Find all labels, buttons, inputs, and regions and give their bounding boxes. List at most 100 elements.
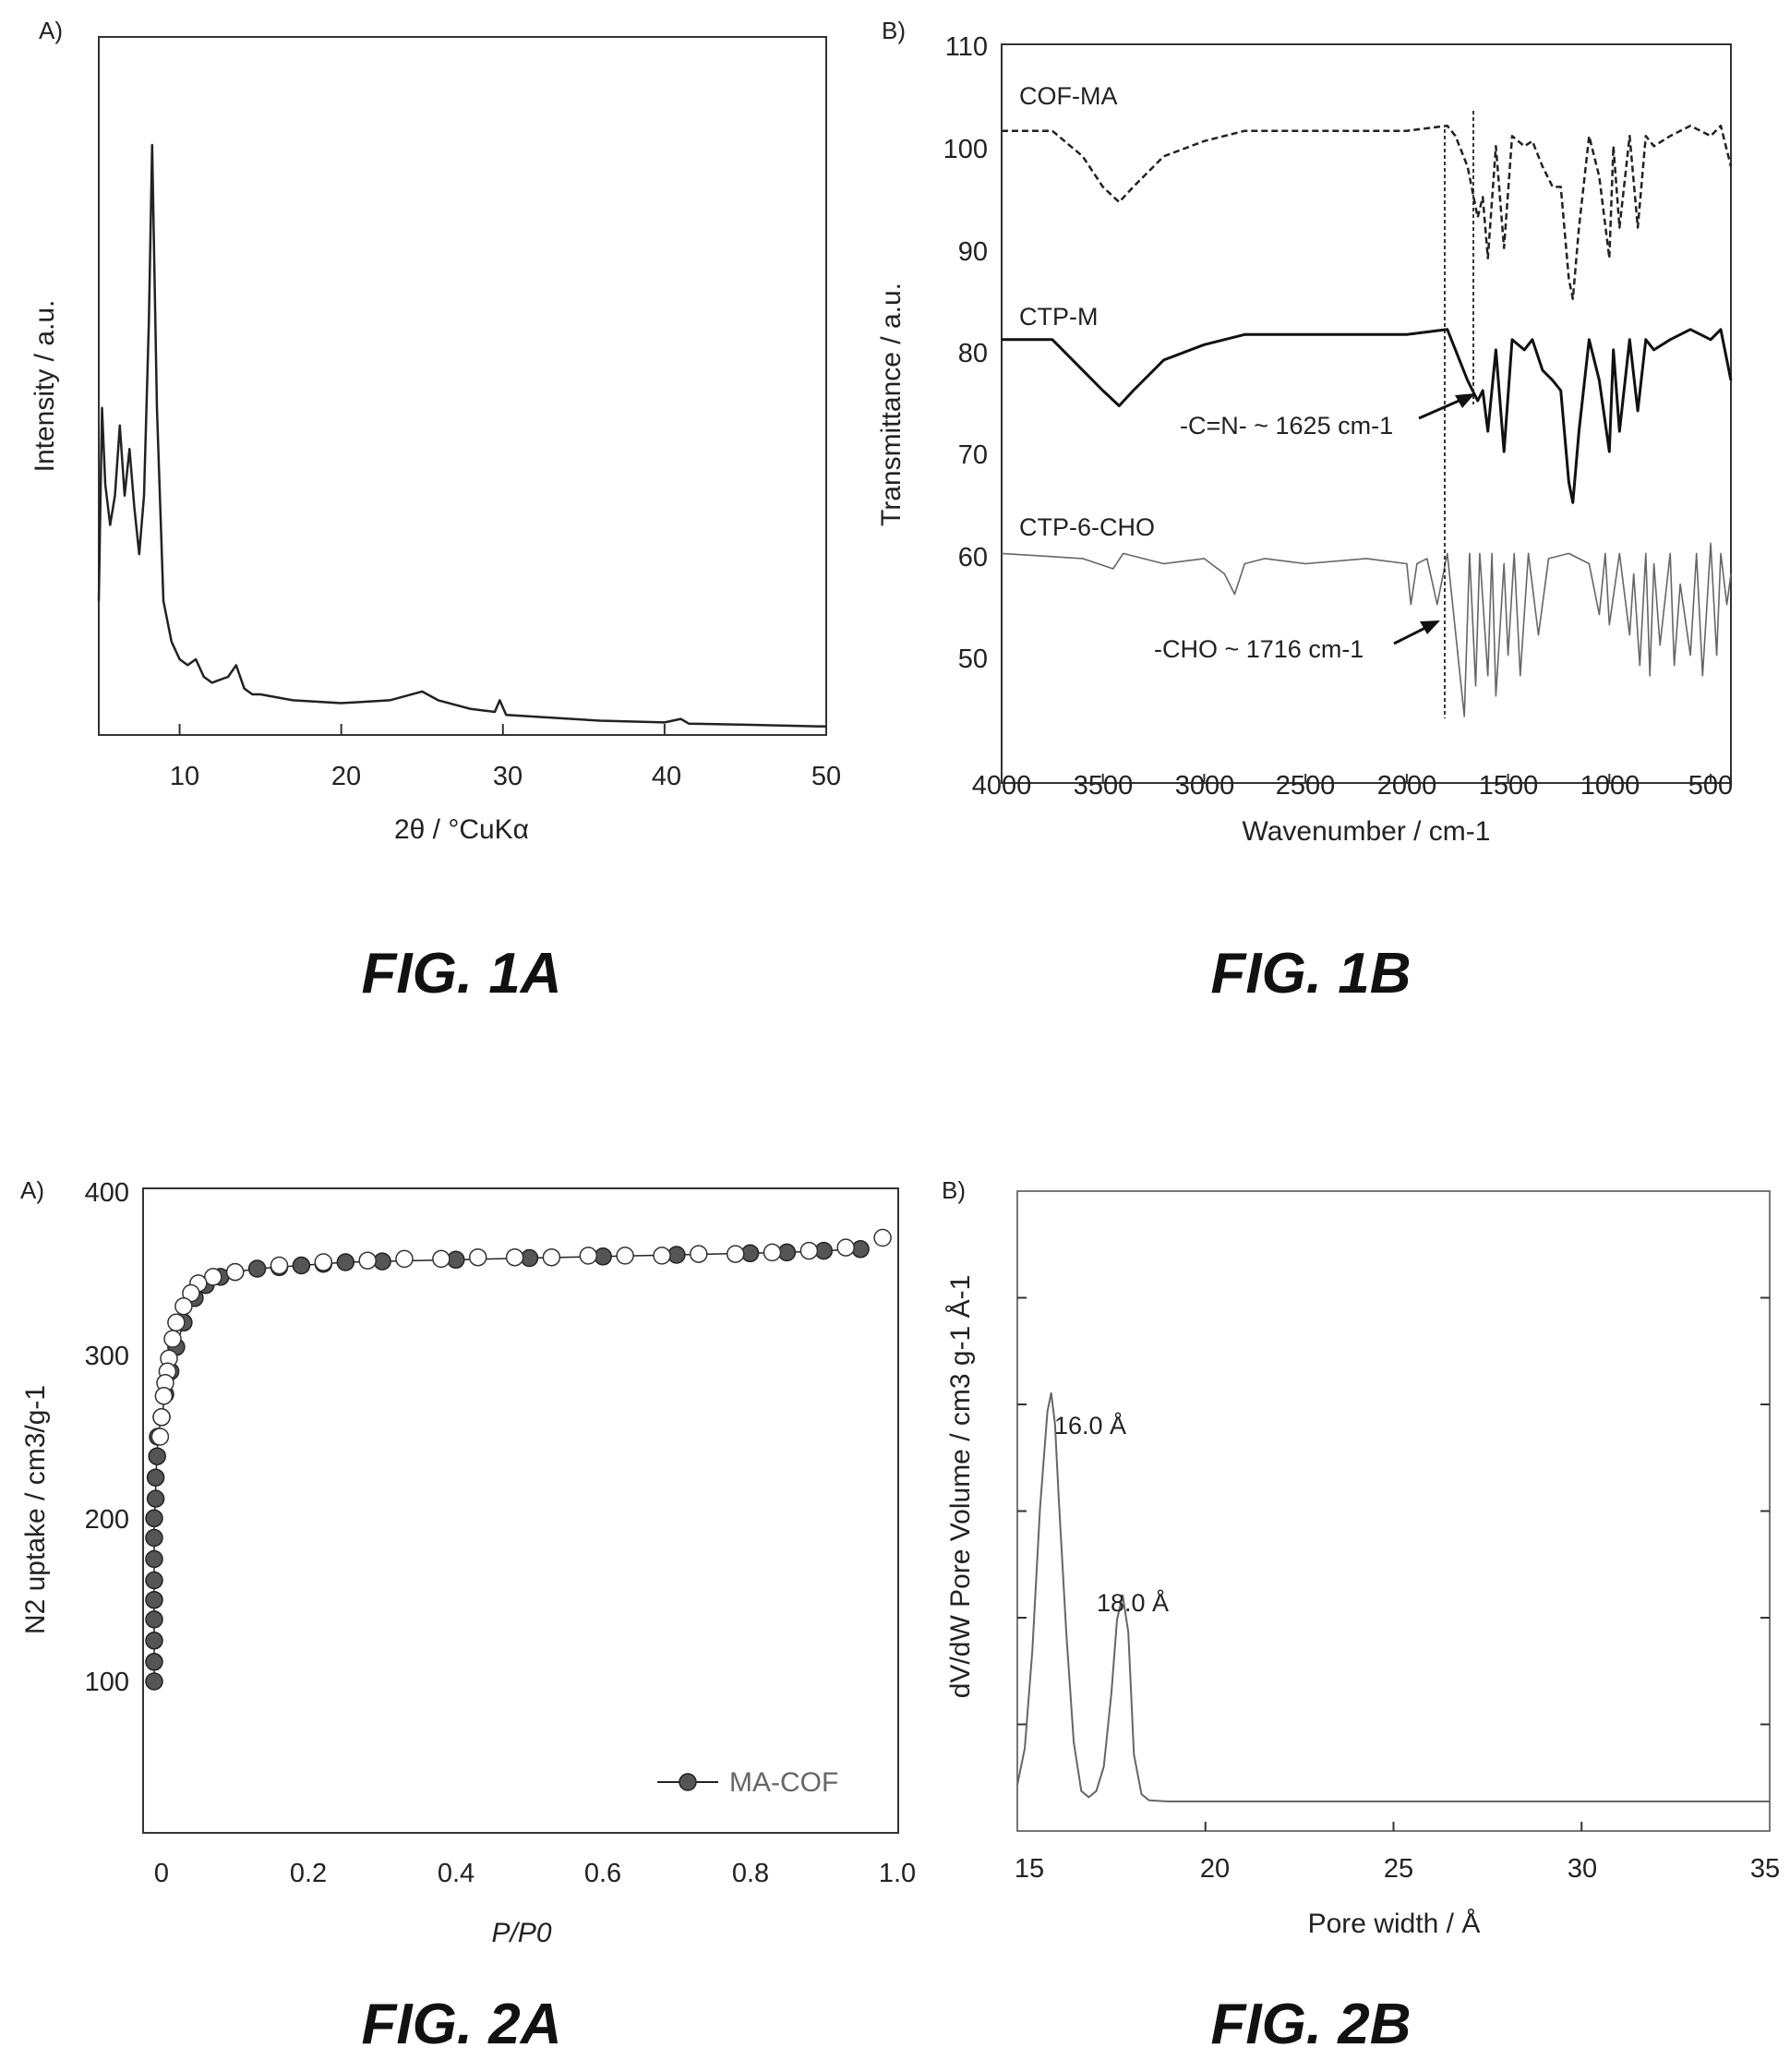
y-tick-label: 400 [85,1178,129,1208]
x-tick-label: 10 [170,762,199,791]
annotation-peak-16: 16.0 Å [1054,1411,1126,1440]
data-point-adsorption [146,1468,165,1487]
data-point-adsorption [145,1528,163,1548]
y-tick-labels-1b: 50 60 70 80 90 100 110 [943,32,988,674]
plot-frame-1a [98,36,827,736]
y-tick-label: 200 [85,1505,129,1535]
series-label-cof-ma: COF-MA [1019,82,1117,110]
x-ticks-1b [1101,774,1712,783]
data-point-adsorption [145,1549,163,1569]
data-point-desorption [204,1268,222,1286]
data-point-adsorption [145,1653,163,1671]
y-tick-label: 100 [85,1668,129,1697]
x-tick-label: 30 [493,762,523,791]
data-point-adsorption [146,1489,165,1508]
series-label-ctp-m: CTP-M [1019,303,1098,331]
x-tick-label: 0 [154,1859,169,1888]
series-points-ma-cof [145,1240,870,1691]
x-tick-label: 0.4 [438,1859,475,1888]
x-tick-label: 50 [811,762,841,791]
data-point-desorption [505,1247,524,1267]
x-tick-label: 20 [331,762,361,791]
data-point-adsorption [145,1672,163,1691]
legend-2a: MA-COF [657,1767,838,1798]
data-point-desorption [432,1249,451,1269]
x-tick-labels-1a: 10 20 30 40 50 [170,762,841,791]
y-axis-label-2a: N2 uptake / cm3/g-1 [20,1385,51,1634]
arrow-cho-shaft [1393,624,1430,645]
data-point-desorption [314,1253,333,1271]
series-line-1a [97,143,827,729]
caption-fig-2b: FIG. 2B [1210,1993,1411,2056]
data-point-desorption [616,1247,634,1265]
data-point-desorption [225,1262,245,1282]
data-point-desorption [163,1330,182,1348]
data-point-desorption [150,1428,170,1446]
data-point-desorption [270,1256,289,1275]
data-point-desorption [873,1228,892,1247]
data-point-desorption [468,1247,487,1267]
y-tick-labels-2a: 100 200 300 400 [85,1178,129,1697]
data-point-desorption [152,1408,171,1427]
data-point-adsorption [336,1253,355,1271]
y-ticks-2b [1017,1296,1770,1726]
x-ticks-1a [178,724,666,735]
y-tick-label: 100 [943,135,988,164]
x-tick-label: 0.8 [732,1859,769,1888]
data-point-desorption [726,1245,745,1263]
data-point-desorption [690,1245,708,1263]
data-point-adsorption [247,1259,267,1278]
plot-frame-2b [1016,1190,1771,1832]
x-tick-label: 30 [1568,1854,1597,1884]
data-point-desorption [836,1238,855,1257]
plot-frame-1b [1001,43,1732,784]
y-axis-label-1a: Intensity / a.u. [30,300,60,473]
series-line-ctp-6-cho [1001,542,1732,717]
data-point-desorption [763,1243,782,1262]
x-axis-label-2a: P/P0 [491,1918,551,1948]
chart-fig-2a: A) 100 200 300 400 0 0.2 0.4 0.6 0.8 1.0… [20,1176,916,2056]
panel-label-1a: A) [39,17,63,44]
arrow-cn-head [1455,393,1475,408]
panel-label-1b: B) [882,17,906,44]
series-line-ma-cof [153,1248,861,1681]
y-tick-label: 50 [958,644,988,674]
arrow-cho-head [1420,620,1440,634]
series-label-ctp-6-cho: CTP-6-CHO [1019,513,1155,541]
y-tick-label: 110 [945,32,988,62]
data-point-adsorption [145,1610,163,1629]
data-point-desorption [154,1387,174,1405]
panel-label-2b: B) [942,1176,966,1204]
y-axis-label-1b: Transmittance / a.u. [876,283,907,526]
data-point-adsorption [292,1256,311,1275]
annotation-cho: -CHO ~ 1716 cm-1 [1154,635,1364,663]
y-tick-label: 70 [958,440,988,470]
data-point-adsorption [148,1447,166,1465]
y-axis-label-2b: dV/dW Pore Volume / cm3 g-1 Å-1 [945,1275,976,1699]
series-points-ma-cof-desorption [150,1228,892,1446]
x-tick-label: 15 [1015,1854,1044,1884]
data-point-adsorption [145,1571,163,1590]
arrow-cn-shaft [1418,397,1464,420]
y-tick-label: 60 [958,543,988,572]
x-tick-labels-2a: 0 0.2 0.4 0.6 0.8 1.0 [154,1859,916,1888]
x-tick-label: 1.0 [879,1859,916,1888]
annotation-peak-18: 18.0 Å [1097,1588,1169,1617]
data-point-desorption [579,1247,598,1265]
series-line-cof-ma [1002,124,1733,300]
data-point-adsorption [145,1590,163,1609]
x-tick-labels-2b: 15 20 25 30 35 [1015,1854,1780,1884]
data-point-desorption [167,1313,186,1332]
y-tick-label: 300 [85,1342,129,1371]
data-point-desorption [358,1251,377,1270]
data-point-desorption [653,1247,671,1265]
data-point-desorption [174,1296,193,1316]
x-tick-label: 25 [1384,1854,1413,1884]
data-point-adsorption [145,1509,163,1528]
chart-fig-2b: B) 15 20 25 30 35 Pore width / Å dV/dW P… [942,1176,1780,2056]
caption-fig-2a: FIG. 2A [361,1993,561,2056]
series-line-ctp-m [1002,328,1733,504]
x-tick-label: 0.6 [584,1859,621,1888]
chart-fig-1b: B) 50 60 70 80 90 100 110 4000 3500 3000… [876,17,1733,1006]
